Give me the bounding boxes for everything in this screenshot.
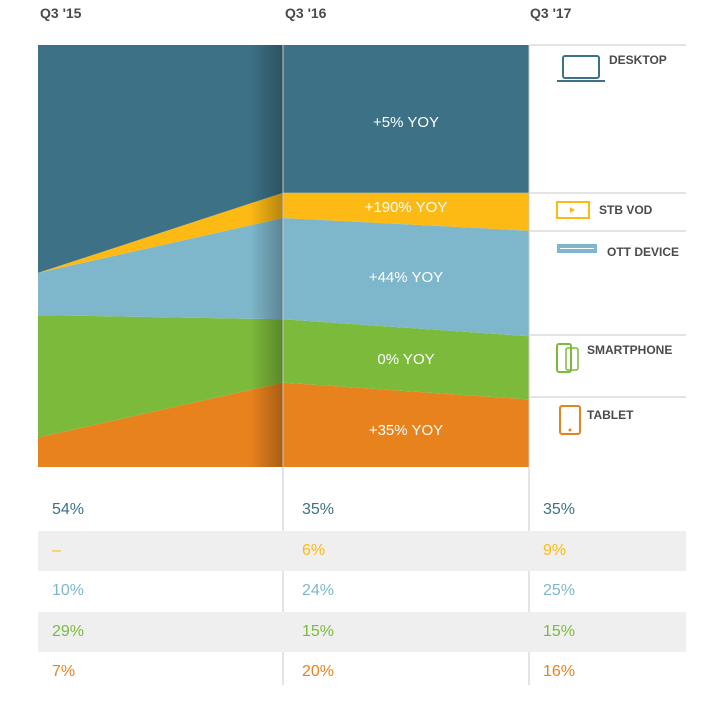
- ott-device-icon: [557, 244, 597, 253]
- legend-desktop: DESKTOP: [609, 53, 667, 67]
- table-cell: 25%: [543, 582, 576, 599]
- table-row-ott-device: 10% 24% 25%: [38, 571, 686, 611]
- table-cell: 16%: [543, 663, 576, 680]
- table-cell: 24%: [302, 582, 335, 599]
- table-cell: 15%: [543, 622, 576, 640]
- table-cell: 10%: [52, 582, 85, 599]
- legend-stb-vod: STB VOD: [599, 203, 653, 217]
- table-row-smartphone: 29% 15% 15%: [38, 611, 686, 652]
- quarter-label-q3-16: Q3 '16: [285, 5, 327, 21]
- area-stb-vod: [38, 192, 529, 273]
- legend-tablet: TABLET: [587, 408, 634, 422]
- smartphone-icon: [556, 343, 579, 373]
- yoy-tablet: +35% YOY: [368, 422, 444, 439]
- table-cell: 7%: [52, 663, 76, 680]
- legend-ott-device: OTT DEVICE: [607, 245, 680, 259]
- table-cell: 20%: [302, 663, 335, 680]
- yoy-desktop: +5% YOY: [372, 114, 439, 131]
- quarter-label-q3-15: Q3 '15: [40, 5, 82, 21]
- quarter-label-q3-17: Q3 '17: [530, 5, 572, 21]
- table-cell: 35%: [543, 501, 576, 518]
- tablet-icon: [559, 405, 581, 435]
- legend-separators: [530, 44, 686, 398]
- stb-vod-icon: [556, 201, 590, 219]
- yoy-stb-vod: +190% YOY: [364, 199, 448, 216]
- yoy-smartphone: 0% YOY: [377, 351, 435, 368]
- table-cell: 29%: [52, 622, 85, 640]
- table-cell: 54%: [52, 501, 85, 518]
- table-row-stb-vod: – 6% 9%: [38, 530, 686, 571]
- table-cell: –: [52, 541, 61, 559]
- legend-smartphone: SMARTPHONE: [587, 343, 673, 357]
- table-cell: 35%: [302, 501, 335, 518]
- table-row-desktop: 54% 35% 35%: [38, 490, 686, 530]
- fold-shadow: [250, 45, 283, 467]
- table-cell: 15%: [302, 622, 335, 640]
- table-cell: 9%: [543, 541, 567, 559]
- desktop-icon: [557, 55, 605, 82]
- table-cell: 6%: [302, 541, 326, 559]
- table-row-tablet: 7% 20% 16%: [38, 652, 686, 692]
- yoy-ott-device: +44% YOY: [368, 269, 444, 286]
